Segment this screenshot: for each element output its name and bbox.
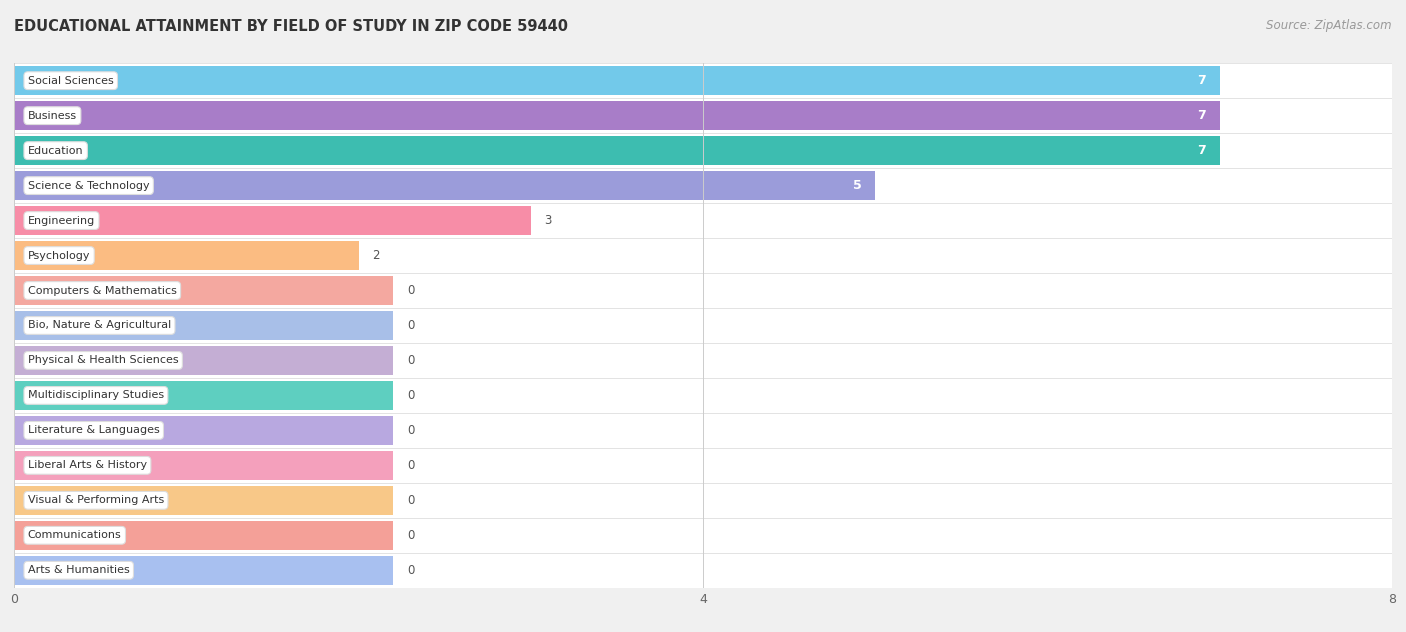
Bar bbox=[14, 63, 1392, 98]
Text: Psychology: Psychology bbox=[28, 250, 90, 260]
Bar bbox=[14, 378, 1392, 413]
Bar bbox=[14, 137, 1219, 165]
Text: Liberal Arts & History: Liberal Arts & History bbox=[28, 460, 148, 470]
Text: Social Sciences: Social Sciences bbox=[28, 76, 114, 86]
Text: 2: 2 bbox=[373, 249, 380, 262]
Text: Physical & Health Sciences: Physical & Health Sciences bbox=[28, 355, 179, 365]
Text: Source: ZipAtlas.com: Source: ZipAtlas.com bbox=[1267, 19, 1392, 32]
Bar bbox=[14, 521, 394, 550]
Text: Visual & Performing Arts: Visual & Performing Arts bbox=[28, 495, 165, 506]
Bar bbox=[14, 168, 1392, 203]
Bar bbox=[14, 346, 394, 375]
Text: 0: 0 bbox=[406, 564, 415, 577]
Bar bbox=[14, 381, 394, 410]
Bar bbox=[14, 483, 1392, 518]
Text: 7: 7 bbox=[1197, 144, 1206, 157]
Bar bbox=[14, 448, 1392, 483]
Text: Communications: Communications bbox=[28, 530, 121, 540]
Bar bbox=[14, 451, 394, 480]
Text: 7: 7 bbox=[1197, 109, 1206, 122]
Text: 3: 3 bbox=[544, 214, 553, 227]
Bar bbox=[14, 413, 1392, 448]
Text: 0: 0 bbox=[406, 319, 415, 332]
Bar bbox=[14, 98, 1392, 133]
Text: Business: Business bbox=[28, 111, 77, 121]
Text: Computers & Mathematics: Computers & Mathematics bbox=[28, 286, 177, 296]
Bar bbox=[14, 206, 531, 235]
Text: 5: 5 bbox=[852, 179, 862, 192]
Bar bbox=[14, 416, 394, 445]
Bar bbox=[14, 556, 394, 585]
Text: Science & Technology: Science & Technology bbox=[28, 181, 149, 191]
Text: EDUCATIONAL ATTAINMENT BY FIELD OF STUDY IN ZIP CODE 59440: EDUCATIONAL ATTAINMENT BY FIELD OF STUDY… bbox=[14, 19, 568, 34]
Bar bbox=[14, 203, 1392, 238]
Text: 0: 0 bbox=[406, 284, 415, 297]
Bar bbox=[14, 101, 1219, 130]
Bar bbox=[14, 66, 1219, 95]
Text: Bio, Nature & Agricultural: Bio, Nature & Agricultural bbox=[28, 320, 172, 331]
Bar bbox=[14, 276, 394, 305]
Text: Engineering: Engineering bbox=[28, 216, 96, 226]
Text: 0: 0 bbox=[406, 459, 415, 472]
Text: 7: 7 bbox=[1197, 74, 1206, 87]
Text: Multidisciplinary Studies: Multidisciplinary Studies bbox=[28, 391, 165, 401]
Bar bbox=[14, 311, 394, 340]
Bar bbox=[14, 171, 875, 200]
Bar bbox=[14, 343, 1392, 378]
Bar bbox=[14, 241, 359, 270]
Text: Arts & Humanities: Arts & Humanities bbox=[28, 565, 129, 575]
Bar bbox=[14, 518, 1392, 553]
Bar bbox=[14, 553, 1392, 588]
Bar bbox=[14, 238, 1392, 273]
Text: 0: 0 bbox=[406, 354, 415, 367]
Text: 0: 0 bbox=[406, 389, 415, 402]
Bar bbox=[14, 308, 1392, 343]
Text: Literature & Languages: Literature & Languages bbox=[28, 425, 160, 435]
Bar bbox=[14, 133, 1392, 168]
Text: 0: 0 bbox=[406, 494, 415, 507]
Bar bbox=[14, 486, 394, 514]
Text: Education: Education bbox=[28, 145, 83, 155]
Text: 0: 0 bbox=[406, 529, 415, 542]
Text: 0: 0 bbox=[406, 424, 415, 437]
Bar bbox=[14, 273, 1392, 308]
